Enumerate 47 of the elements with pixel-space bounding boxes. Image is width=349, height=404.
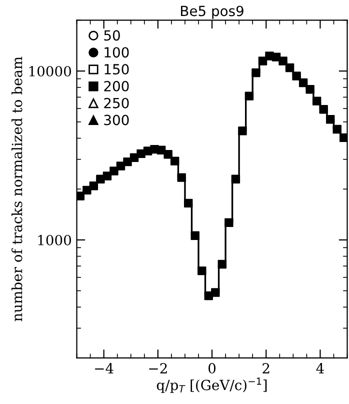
legend-label: 300 (104, 114, 129, 126)
point (298, 78, 308, 88)
point (190, 231, 200, 240)
point (340, 133, 348, 142)
point (177, 173, 186, 182)
point (89, 181, 98, 190)
y-tick-label: 10000 (29, 66, 71, 77)
point (319, 105, 328, 114)
legend-label: 150 (104, 64, 129, 74)
legend-label: 200 (104, 80, 129, 92)
chart-title: Be5 pos9 (181, 6, 244, 19)
x-axis-title: q/p$_{T}$ [(GeV/c)$^{−1}$] (156, 378, 267, 393)
x-tick-label: −2 (149, 363, 167, 374)
point (238, 126, 247, 136)
x-tick-label: 2 (262, 363, 270, 374)
point (224, 218, 234, 228)
point (110, 166, 118, 176)
y-tick-label: 1000 (38, 234, 71, 246)
legend-label: 50 (104, 30, 120, 41)
x-tick-label: −4 (95, 363, 114, 374)
point (258, 56, 268, 66)
point (116, 162, 126, 170)
point (211, 288, 220, 297)
point (306, 84, 314, 94)
point (82, 186, 92, 195)
point (292, 72, 301, 80)
point (332, 124, 342, 134)
point (102, 172, 112, 180)
point (231, 174, 240, 184)
x-tick-label: 4 (316, 363, 324, 374)
legend-label: 100 (104, 47, 129, 58)
legend-label: 250 (104, 98, 129, 108)
point (244, 92, 254, 100)
point (285, 63, 294, 72)
point (198, 266, 206, 276)
point (164, 150, 172, 159)
point (123, 157, 132, 166)
point (312, 96, 322, 106)
point (184, 198, 193, 208)
point (278, 56, 288, 66)
point (252, 68, 260, 78)
point (170, 156, 180, 166)
point (326, 115, 335, 124)
point (76, 192, 85, 200)
y-axis-title: number of tracks normalized to beam (12, 56, 22, 322)
point (218, 260, 227, 269)
x-tick-label: 0 (208, 363, 216, 374)
